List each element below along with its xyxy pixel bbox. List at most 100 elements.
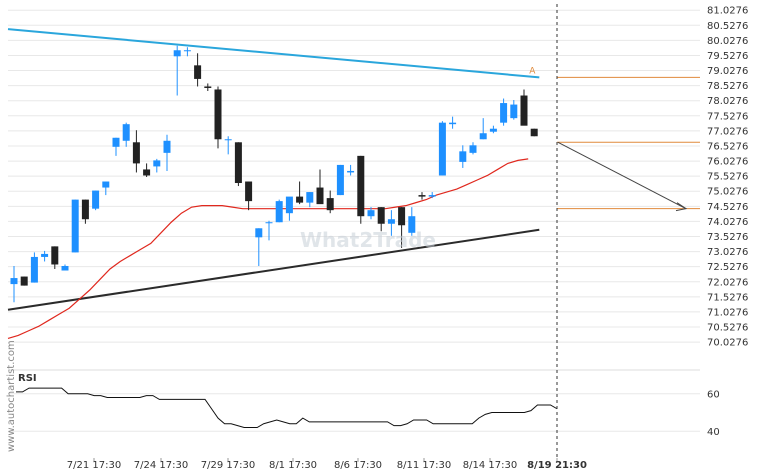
forecast-arrowhead: [675, 202, 688, 212]
resistance-line: [7, 28, 540, 79]
candle-body: [112, 137, 120, 147]
rsi-panel: RSI 60 40: [8, 369, 720, 438]
candle: [408, 207, 416, 236]
candle-body: [81, 199, 89, 220]
candle: [234, 142, 242, 187]
candle-body: [245, 181, 253, 202]
candle: [316, 169, 324, 205]
candle: [347, 164, 355, 176]
price-tick-label: 70.5276: [707, 323, 748, 334]
price-tick-label: 71.0276: [707, 307, 748, 318]
candle-body: [520, 95, 528, 126]
candle-body: [71, 199, 79, 253]
candle-body: [132, 142, 140, 164]
candle-body: [265, 222, 273, 224]
candle: [500, 98, 508, 126]
candle: [326, 190, 334, 214]
time-tick-label: 8/19 21:30: [527, 460, 587, 471]
candle-body: [306, 192, 314, 203]
candle: [357, 155, 365, 224]
candle: [438, 121, 446, 176]
candle-body: [30, 256, 38, 283]
candle: [71, 199, 79, 253]
candle: [112, 137, 120, 156]
candle-body: [530, 128, 538, 137]
side-watermark: www.autochartist.com: [6, 340, 17, 452]
rsi-tick-label: 60: [707, 389, 720, 400]
price-tick-label: 70.0276: [707, 338, 748, 349]
candle-body: [336, 164, 344, 196]
candle-body: [255, 228, 263, 238]
candle: [153, 158, 161, 173]
price-axis: 81.0276 80.5276 80.0276 79.5276 79.0276 78.52…: [707, 6, 748, 349]
candle-body: [143, 169, 151, 176]
time-tick-label: 8/11 17:30: [397, 460, 451, 471]
candle-body: [41, 253, 49, 257]
candle-body: [377, 207, 385, 224]
ma-line: [7, 158, 529, 339]
candle: [92, 190, 100, 211]
price-tick-label: 80.5276: [707, 21, 748, 32]
candle: [449, 116, 457, 129]
candle: [377, 207, 385, 232]
candle: [122, 122, 130, 147]
price-tick-label: 77.0276: [707, 126, 748, 137]
candle-body: [61, 265, 69, 271]
candlesticks: [10, 45, 538, 303]
candle-body: [153, 160, 161, 167]
price-tick-label: 77.5276: [707, 111, 748, 122]
time-tick-label: 7/29 17:30: [201, 460, 255, 471]
candle-body: [357, 155, 365, 217]
candle-body: [489, 128, 497, 132]
price-tick-label: 81.0276: [707, 6, 748, 17]
candle-body: [224, 139, 232, 141]
time-tick-label: 7/24 17:30: [134, 460, 188, 471]
candle-body: [479, 133, 487, 140]
candle: [418, 192, 426, 200]
price-tick-label: 71.5276: [707, 292, 748, 303]
watermark-logo: What2Trade: [300, 228, 436, 252]
candle-body: [469, 145, 477, 153]
candle: [245, 181, 253, 211]
candle-body: [122, 124, 130, 141]
candle-body: [173, 50, 181, 57]
candle-body: [387, 219, 395, 224]
candle-body: [275, 201, 283, 223]
candle-body: [510, 104, 518, 119]
candle: [30, 252, 38, 283]
time-tick-label: 8/6 17:30: [334, 460, 382, 471]
support-line: [7, 228, 540, 311]
price-tick-label: 73.0276: [707, 247, 748, 258]
candle-body: [204, 86, 212, 88]
price-tick-label: 79.5276: [707, 51, 748, 62]
price-tick-label: 75.0276: [707, 187, 748, 198]
price-tick-label: 76.5276: [707, 141, 748, 152]
candle: [143, 163, 151, 177]
candle: [367, 207, 375, 220]
candle-body: [234, 142, 242, 184]
price-tick-label: 80.0276: [707, 36, 748, 47]
candle-body: [20, 276, 28, 286]
candle: [102, 181, 110, 196]
candle: [520, 89, 528, 126]
candle: [469, 142, 477, 155]
candle-body: [408, 216, 416, 233]
candle: [204, 83, 212, 91]
candle: [296, 181, 304, 205]
candle: [163, 134, 171, 171]
price-tick-label: 75.5276: [707, 172, 748, 183]
price-tick-label: 76.0276: [707, 157, 748, 168]
candle: [510, 100, 518, 120]
candle-body: [500, 103, 508, 123]
price-tick-label: 72.5276: [707, 262, 748, 273]
candle: [489, 125, 497, 134]
triangle-pattern: A: [7, 28, 540, 311]
candle: [173, 45, 181, 96]
candle-body: [92, 190, 100, 209]
candle: [387, 210, 395, 236]
candle-body: [459, 151, 467, 162]
candle: [194, 53, 202, 87]
candle-body: [163, 140, 171, 153]
candle-body: [438, 122, 446, 176]
